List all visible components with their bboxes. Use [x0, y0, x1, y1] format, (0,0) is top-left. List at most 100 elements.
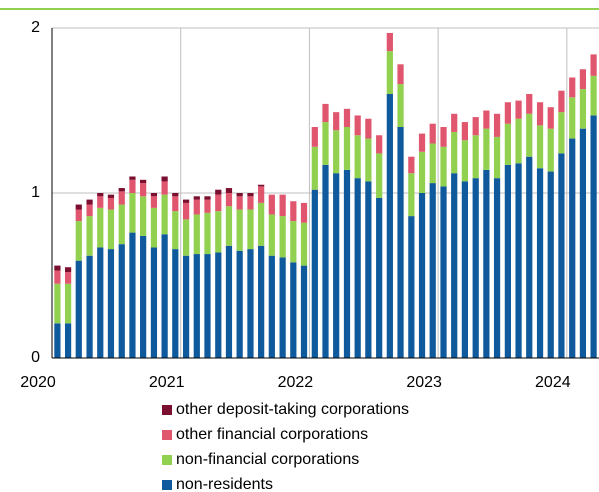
bar-segment — [86, 204, 93, 217]
bar-segment — [440, 127, 447, 147]
bar-segment — [493, 136, 501, 179]
bar-segment — [376, 197, 383, 358]
bar-segment — [279, 194, 286, 217]
bar-segment — [183, 219, 190, 256]
bar-segment — [54, 265, 61, 271]
bar-segment — [225, 193, 233, 207]
bar-segment — [526, 156, 533, 358]
bar-segment — [408, 173, 415, 217]
bar-segment — [183, 199, 190, 203]
bar-segment — [172, 196, 179, 212]
bar-segment — [64, 267, 72, 273]
bar-segment — [268, 255, 275, 358]
bar-segment — [193, 199, 200, 215]
bar-segment — [86, 216, 93, 256]
bar-segment — [300, 222, 308, 266]
bar-segment — [107, 209, 115, 250]
bar-segment — [268, 214, 275, 256]
bar-segment — [440, 186, 447, 358]
bar-segment — [569, 77, 576, 98]
bar-segment — [54, 270, 61, 284]
bar-segment — [97, 193, 104, 197]
y-tick-label: 0 — [31, 349, 40, 366]
bar-segment — [569, 138, 576, 358]
bar-segment — [258, 202, 265, 246]
bar-segment — [408, 156, 415, 174]
bar-segment — [397, 64, 404, 85]
bar-segment — [290, 201, 297, 222]
bar-segment — [150, 247, 158, 358]
bar-segment — [504, 102, 511, 124]
bar-segment — [526, 113, 533, 157]
bar-segment — [75, 209, 82, 222]
bar-segment — [365, 138, 372, 182]
bar-segment — [536, 102, 544, 126]
bar-segment — [558, 90, 565, 113]
bar-segment — [161, 194, 168, 235]
bar-segment — [429, 183, 436, 358]
y-tick-label: 2 — [31, 19, 40, 36]
bar-segment — [97, 207, 104, 248]
bar-segment — [193, 214, 200, 255]
bar-segment — [247, 193, 254, 197]
bar-segment — [547, 107, 554, 129]
bar-segment — [300, 202, 308, 223]
bar-segment — [183, 202, 190, 220]
bar-segment — [279, 216, 286, 258]
bar-segment — [107, 197, 115, 210]
bar-segment — [204, 212, 211, 255]
bar-segment — [118, 188, 125, 192]
bar-segment — [397, 84, 404, 127]
bar-segment — [504, 164, 511, 358]
bar-segment — [547, 128, 554, 172]
bar-segment — [440, 146, 447, 187]
bar-segment — [129, 179, 136, 193]
bar-segment — [386, 51, 393, 94]
bar-segment — [590, 115, 597, 358]
bar-segment — [75, 221, 82, 261]
bar-segment — [376, 135, 383, 154]
bar-segment — [107, 249, 115, 358]
bar-segment — [75, 204, 82, 210]
bar-segment — [493, 113, 501, 137]
bar-segment — [483, 128, 490, 170]
bar-segment — [64, 272, 72, 284]
bar-segment — [161, 181, 168, 195]
bar-segment — [172, 249, 179, 358]
bar-segment — [97, 247, 104, 358]
bar-segment — [140, 183, 147, 197]
bar-segment — [536, 168, 544, 358]
bar-segment — [118, 191, 125, 205]
bar-segment — [558, 153, 565, 358]
legend-label: non-residents — [176, 476, 273, 492]
bar-segment — [418, 193, 426, 358]
legend-swatch — [162, 430, 172, 440]
bar-segment — [215, 211, 222, 253]
bar-segment — [247, 196, 254, 210]
bar-segment — [161, 234, 168, 358]
bar-segment — [86, 199, 93, 205]
bar-segment — [333, 112, 340, 131]
bar-segment — [461, 122, 468, 141]
bar-segment — [354, 178, 361, 358]
bar-segment — [429, 123, 436, 144]
bar-segment — [483, 169, 490, 358]
x-tick-label: 2023 — [406, 374, 442, 391]
bar-segment — [204, 254, 211, 358]
bar-segment — [579, 128, 587, 358]
bar-segment — [86, 255, 93, 358]
bar-segment — [140, 179, 147, 184]
legend-label: non-financial corporations — [176, 451, 359, 468]
bar-segment — [268, 194, 275, 215]
bar-segment — [451, 173, 458, 358]
bar-segment — [140, 196, 147, 236]
bar-segment — [290, 262, 297, 358]
bar-segment — [64, 323, 72, 358]
bar-segment — [236, 196, 243, 210]
bar-segment — [172, 193, 179, 197]
bar-segment — [236, 209, 243, 251]
bar-segment — [343, 127, 351, 170]
bar-segment — [333, 130, 340, 174]
bar-segment — [225, 245, 233, 358]
